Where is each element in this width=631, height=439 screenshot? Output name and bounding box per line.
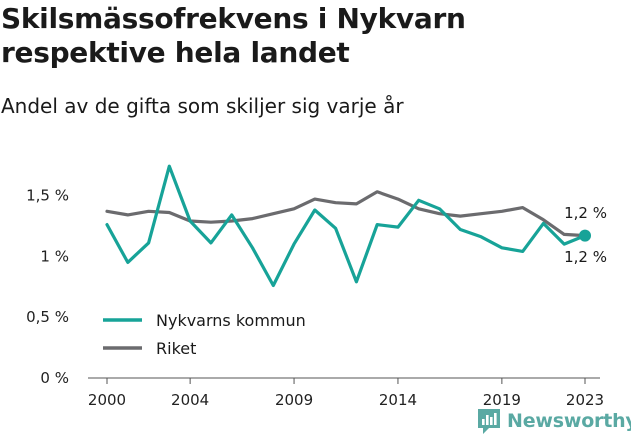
legend-label: Riket xyxy=(156,339,196,358)
chart-title: Skilsmässofrekvens i Nykvarn respektive … xyxy=(1,2,466,69)
brand-name: Newsworthy xyxy=(507,410,631,432)
series-line-nykvarn xyxy=(105,164,587,288)
x-tick-label: 2004 xyxy=(171,391,209,409)
x-tick-label: 2014 xyxy=(379,391,417,409)
y-axis: 0 % 0,5 % 1 % 1,5 % xyxy=(26,186,69,387)
y-tick-label: 1 % xyxy=(40,247,69,265)
y-tick-label: 0 % xyxy=(40,369,69,387)
series-layer xyxy=(105,164,591,288)
x-tick-label: 2000 xyxy=(88,391,126,409)
series-line-riket xyxy=(105,190,587,238)
x-tick-label: 2009 xyxy=(275,391,313,409)
end-value-label: 1,2 % xyxy=(564,204,607,222)
x-tick-label: 2019 xyxy=(483,391,521,409)
series-end-point-nykvarn xyxy=(579,229,591,242)
end-value-label: 1,2 % xyxy=(564,248,607,266)
x-axis: 2000 2004 2009 2014 2019 2023 xyxy=(88,377,604,409)
chart-subtitle: Andel av de gifta som skiljer sig varje … xyxy=(1,94,404,118)
end-labels: 1,2 % 1,2 % xyxy=(564,204,607,266)
legend-label: Nykvarns kommun xyxy=(156,311,306,330)
bar-chart-logo-icon xyxy=(478,409,500,434)
legend: Nykvarns kommun Riket xyxy=(103,311,306,358)
newsworthy-logo: Newsworthy xyxy=(476,406,631,436)
y-tick-label: 1,5 % xyxy=(26,186,69,204)
x-tick-label: 2023 xyxy=(566,391,604,409)
y-tick-label: 0,5 % xyxy=(26,308,69,326)
